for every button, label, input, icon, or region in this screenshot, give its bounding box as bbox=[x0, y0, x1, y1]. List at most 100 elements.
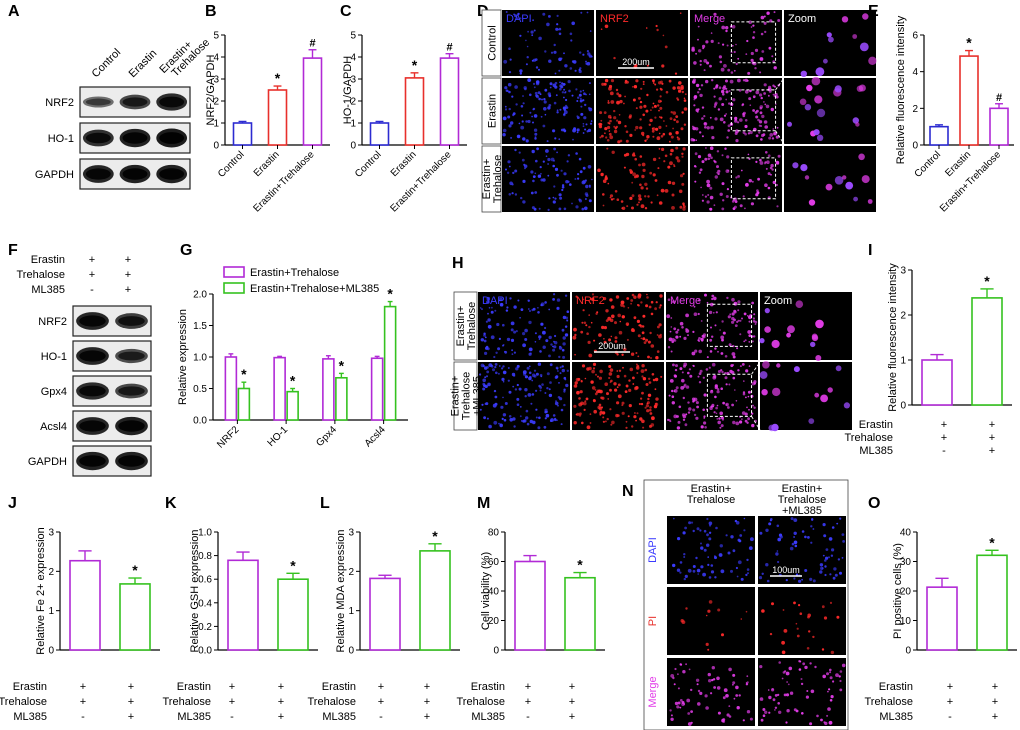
treatment-table-L: Erastin + +Trehalose + +ML385- + bbox=[307, 681, 430, 723]
row-label: DAPI bbox=[647, 537, 659, 563]
image-tile bbox=[667, 587, 755, 655]
cell-dot bbox=[484, 336, 487, 339]
cell-dot bbox=[733, 356, 735, 358]
cell-dot bbox=[720, 335, 725, 340]
cell-dot bbox=[670, 317, 673, 319]
y-tick-label: 4 bbox=[350, 53, 356, 64]
treatment-name: Erastin bbox=[859, 419, 893, 431]
cell-dot bbox=[635, 352, 638, 354]
cell-dot bbox=[781, 677, 784, 680]
cell-dot bbox=[660, 375, 663, 378]
cell-dot bbox=[525, 416, 529, 420]
cell-dot bbox=[600, 28, 603, 31]
cell-dot bbox=[687, 334, 689, 336]
cell-dot bbox=[714, 576, 717, 579]
cell-dot bbox=[660, 135, 664, 138]
cell-dot bbox=[655, 402, 658, 406]
cell-dot bbox=[507, 115, 511, 119]
cell-dot bbox=[709, 406, 713, 411]
bar bbox=[302, 57, 323, 146]
image-tile bbox=[502, 10, 594, 76]
cell-dot bbox=[509, 58, 512, 61]
cell-dot bbox=[650, 201, 653, 204]
cell-dot bbox=[667, 298, 671, 302]
cell-dot bbox=[514, 388, 518, 391]
cell-dot bbox=[616, 386, 619, 389]
cell-dot bbox=[616, 374, 620, 379]
cell-dot bbox=[604, 78, 609, 83]
cell-dot bbox=[759, 531, 763, 535]
cell-dot bbox=[764, 125, 768, 129]
cell-dot bbox=[747, 132, 751, 135]
cell-dot bbox=[711, 678, 714, 682]
cell-dot bbox=[587, 106, 591, 110]
bar bbox=[69, 559, 101, 651]
cell-dot bbox=[739, 204, 743, 208]
cell-dot bbox=[585, 397, 589, 401]
cell-dot bbox=[516, 403, 520, 407]
bar bbox=[404, 77, 425, 146]
cell-dot bbox=[766, 579, 770, 583]
cell-dot bbox=[722, 199, 725, 202]
cell-dot bbox=[751, 301, 754, 305]
cell-dot bbox=[563, 88, 566, 91]
cell-dot bbox=[725, 90, 729, 94]
cell-dot bbox=[661, 64, 665, 68]
cell-dot bbox=[725, 383, 728, 386]
cell-dot bbox=[753, 406, 756, 409]
cell-dot bbox=[552, 345, 554, 348]
cell-dot bbox=[557, 370, 559, 372]
cell-dot bbox=[685, 328, 688, 331]
cell-dot bbox=[556, 306, 560, 310]
treatment-name: Erastin bbox=[322, 681, 356, 693]
cell-dot bbox=[744, 339, 747, 342]
cell-dot bbox=[633, 154, 636, 157]
cell-dot bbox=[737, 319, 740, 322]
cell-dot bbox=[816, 108, 826, 118]
blot-row-label: Acsl4 bbox=[40, 421, 67, 433]
cell-dot bbox=[763, 15, 766, 18]
cell-dot bbox=[759, 697, 764, 701]
y-tick-label: 3 bbox=[900, 266, 906, 277]
cell-dot bbox=[616, 198, 620, 201]
cell-dot bbox=[654, 116, 657, 119]
cell-dot bbox=[759, 161, 764, 165]
image-tile-2-0 bbox=[667, 658, 755, 726]
cell-dot bbox=[577, 96, 580, 99]
zoom-line bbox=[775, 130, 785, 145]
cell-dot bbox=[508, 415, 512, 418]
treatment-mark: + bbox=[229, 696, 235, 708]
zoom-line bbox=[775, 77, 785, 91]
cell-dot bbox=[695, 556, 698, 560]
cell-dot bbox=[721, 320, 724, 323]
cell-dot bbox=[737, 175, 740, 178]
cell-dot bbox=[618, 369, 622, 372]
cell-dot bbox=[554, 85, 558, 89]
blot-band-core bbox=[118, 386, 145, 396]
treatment-name: Erastin bbox=[879, 681, 913, 693]
cell-dot bbox=[554, 81, 558, 85]
cell-dot bbox=[524, 388, 528, 392]
cell-dot bbox=[732, 207, 736, 211]
cell-dot bbox=[765, 528, 769, 532]
cell-dot bbox=[652, 102, 655, 105]
zoom-line bbox=[751, 416, 761, 431]
treatment-name: Trehalose bbox=[16, 269, 65, 281]
cell-dot bbox=[734, 389, 736, 391]
cell-dot bbox=[629, 367, 634, 372]
cell-dot bbox=[778, 533, 783, 537]
cell-dot bbox=[640, 397, 643, 400]
cell-dot bbox=[675, 156, 679, 160]
cell-dot bbox=[683, 107, 688, 111]
cell-dot bbox=[624, 95, 626, 98]
cell-dot bbox=[673, 389, 678, 393]
image-tile-2-3 bbox=[784, 146, 876, 212]
blot-row-label: NRF2 bbox=[38, 316, 67, 328]
cell-dot bbox=[616, 92, 620, 96]
x-tick-label: Erastin bbox=[252, 149, 282, 179]
cell-dot bbox=[746, 675, 749, 678]
cell-dot bbox=[614, 340, 618, 343]
cell-dot bbox=[535, 389, 538, 392]
cell-dot bbox=[684, 93, 687, 96]
